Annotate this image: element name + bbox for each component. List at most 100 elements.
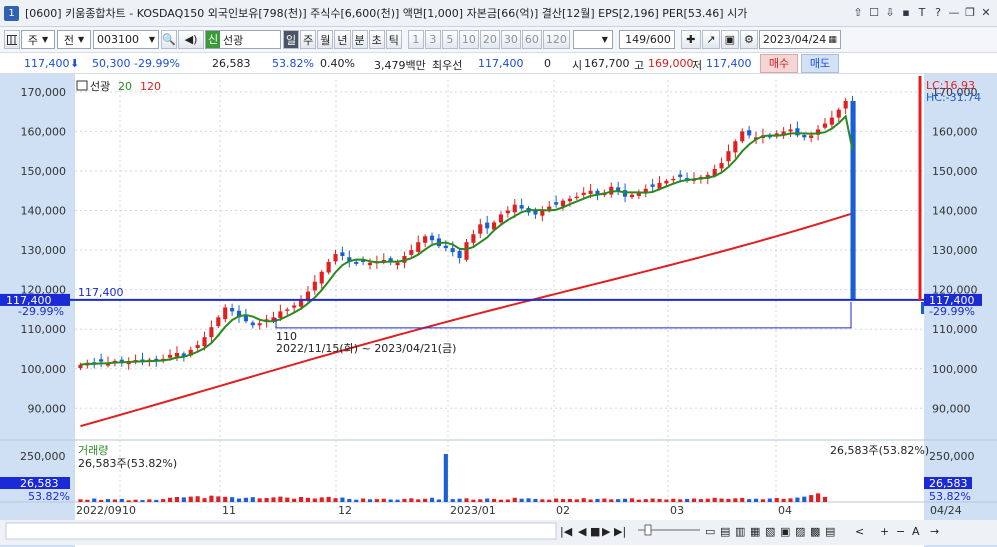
y-tick-label-right: 130,000 <box>932 244 978 257</box>
minute-60-button[interactable]: 60 <box>521 30 542 49</box>
minute-30-button[interactable]: 30 <box>500 30 521 49</box>
save-layout-icon[interactable]: ⇩ <box>885 6 895 19</box>
market-select[interactable]: 전 ▼ <box>57 30 91 49</box>
minute-10-button[interactable]: 10 <box>458 30 479 49</box>
y-tick-label-left: 100,000 <box>21 363 67 376</box>
fullscreen-view-icon[interactable]: ▣ <box>780 525 790 538</box>
zoom-out-icon[interactable]: − <box>896 525 905 538</box>
turnover-rate: 0.40% <box>320 57 355 70</box>
scroll-next-icon[interactable]: ▶ <box>602 525 611 538</box>
period-select[interactable]: 주 ▼ <box>21 30 55 49</box>
zoom-slider-thumb[interactable] <box>644 524 652 536</box>
bar-view-icon[interactable]: ▦ <box>750 525 760 538</box>
legend-stock-name: 선광 <box>90 80 110 93</box>
scroll-prev-icon[interactable]: ◀ <box>578 525 587 538</box>
candle-body <box>809 135 814 138</box>
ma-120-polyline <box>80 212 853 428</box>
link-icon[interactable]: ⇧ <box>853 6 863 19</box>
volume-bar <box>671 498 676 502</box>
candle-view-icon[interactable]: ▤ <box>720 525 730 538</box>
chart-area[interactable]: 170,000 170,000 160,000 160,000 150,000 150,0… <box>0 74 997 547</box>
stop-icon[interactable]: ■ <box>590 525 600 538</box>
chevron-right-icon[interactable]: → <box>930 525 939 538</box>
gear-icon[interactable]: ⚙ <box>739 30 758 49</box>
candle-body <box>292 305 297 308</box>
unit-year-button[interactable]: 년 <box>334 30 351 49</box>
scroll-right-icon[interactable]: ▶| <box>614 525 626 538</box>
unit-tick-button[interactable]: 틱 <box>385 30 402 49</box>
print-icon[interactable]: ▤ <box>825 525 835 538</box>
reset-zoom-icon[interactable]: A <box>912 525 920 538</box>
volume-bar <box>657 498 662 502</box>
unit-second-button[interactable]: 초 <box>368 30 385 49</box>
unit-month-button[interactable]: 월 <box>317 30 334 49</box>
overlay-view-icon[interactable]: ▧ <box>765 525 775 538</box>
volume-bar <box>492 498 497 502</box>
close-icon[interactable]: ✕ <box>981 6 991 19</box>
line-view-icon[interactable]: ▥ <box>735 525 745 538</box>
pin-icon[interactable]: ▪ <box>902 6 910 19</box>
candle-body <box>829 117 834 125</box>
scroll-left-icon[interactable]: |◀ <box>560 525 573 538</box>
volume-bar <box>636 499 641 502</box>
y-tick-label-right: 170,000 <box>932 86 978 99</box>
price-change: 50,300 <box>92 57 131 70</box>
price-chart[interactable]: 170,000 170,000 160,000 160,000 150,000 150,0… <box>0 74 997 547</box>
minute-5-button[interactable]: 5 <box>441 30 458 49</box>
candles <box>78 95 856 371</box>
volume-bar <box>305 497 311 502</box>
volume-bar <box>312 498 317 502</box>
unit-minute-button[interactable]: 분 <box>351 30 368 49</box>
volume-bar <box>733 498 738 502</box>
help-icon[interactable]: ? <box>935 6 941 19</box>
candle-body <box>836 109 841 118</box>
indicator-icon[interactable]: ✚ <box>680 30 701 49</box>
minute-1-button[interactable]: 1 <box>407 30 424 49</box>
sell-button[interactable]: 매도 <box>801 54 839 73</box>
unit-week-button[interactable]: 주 <box>300 30 317 49</box>
buy-button[interactable]: 매수 <box>760 54 798 73</box>
stock-code-input[interactable]: 003100 ▼ <box>93 30 159 49</box>
chart-type-icon[interactable] <box>4 30 20 49</box>
volume-bar <box>609 499 614 502</box>
chart-settings-icon[interactable] <box>76 80 88 91</box>
candle-count-input[interactable]: 149/600 <box>618 30 675 49</box>
candle-body <box>105 363 111 366</box>
volume-pct: 53.82% <box>272 57 314 70</box>
x-axis-labels: 2022/09 10 11 12 2023/01 02 03 04 04/24 <box>76 504 962 517</box>
sound-icon[interactable]: ◀) <box>178 30 204 49</box>
minimize-icon[interactable]: — <box>948 6 960 19</box>
minute-120-button[interactable]: 120 <box>542 30 570 49</box>
candle-body <box>822 123 828 128</box>
candle-body <box>188 349 193 356</box>
candle-body <box>340 252 345 257</box>
stock-name-field[interactable]: 신 선광 <box>205 30 281 49</box>
unit-day-button[interactable]: 일 <box>283 30 300 49</box>
volume-bar <box>436 499 441 502</box>
zoom-in-icon[interactable]: + <box>880 525 889 538</box>
x-tick-label: 04 <box>778 504 792 517</box>
candle-body <box>554 202 559 205</box>
chevron-left-icon[interactable]: < <box>855 525 864 538</box>
split-view-icon[interactable]: ▨ <box>795 525 805 538</box>
ma-120-line <box>80 212 853 428</box>
volume-bar <box>230 497 235 502</box>
date-input[interactable]: 2023/04/24 ▦ <box>758 30 841 49</box>
horizontal-scrollbar[interactable] <box>5 522 557 540</box>
volume-bar <box>533 498 538 502</box>
custom-interval-input[interactable]: ▼ <box>572 30 613 49</box>
volume-bar <box>174 497 180 502</box>
maximize-icon[interactable]: ❐ <box>965 6 975 19</box>
trend-tool-icon[interactable]: ↗ <box>701 30 720 49</box>
volume-bar <box>319 497 324 502</box>
grid-view-icon[interactable]: ▩ <box>810 525 820 538</box>
text-icon[interactable]: T <box>918 6 926 19</box>
search-icon[interactable]: 🔍 <box>161 30 177 49</box>
save-icon[interactable]: ▣ <box>720 30 739 49</box>
minute-20-button[interactable]: 20 <box>479 30 500 49</box>
minute-3-button[interactable]: 3 <box>424 30 441 49</box>
candle-body <box>560 200 566 207</box>
fit-icon[interactable]: ▭ <box>705 525 715 538</box>
candle-body <box>223 307 228 320</box>
restore-layout-icon[interactable]: ☐ <box>869 6 879 19</box>
